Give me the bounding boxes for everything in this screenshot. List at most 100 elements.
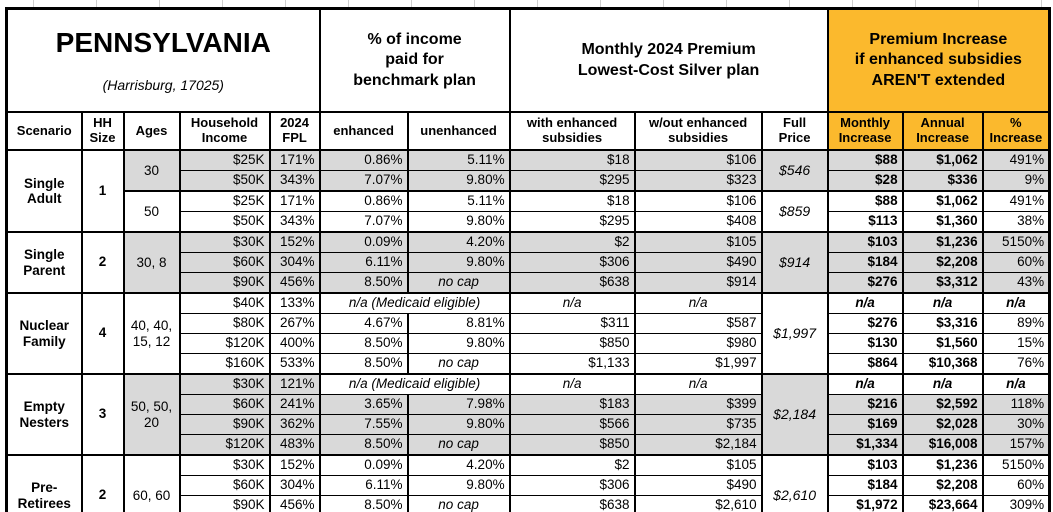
table-row: 50 $25K 171% 0.86% 5.11% $18 $106 $859 $88 $1,062… <box>7 190 1051 233</box>
income-cell: $60K <box>178 394 271 416</box>
monthly-increase-cell: $276 <box>826 272 904 294</box>
premium-with-subsidies-cell: $306 <box>508 475 636 497</box>
full-price-cell: $914 <box>760 231 829 294</box>
monthly-increase-cell: $113 <box>826 211 904 233</box>
state-name: PENNSYLVANIA <box>55 27 271 58</box>
premium-with-subsidies-cell: n/a <box>508 373 636 396</box>
pct-increase-cell: 118% <box>981 394 1051 416</box>
premium-with-subsidies-cell: $566 <box>508 414 636 436</box>
unenhanced-pct-cell: 9.80% <box>406 170 511 192</box>
income-cell: $40K <box>178 292 271 315</box>
column-header-pct: % Increase <box>981 111 1051 152</box>
column-header-fpl: 2024 FPL <box>268 111 321 152</box>
income-cell: $160K <box>178 353 271 375</box>
table-row: $50K 343% 7.07% 9.80% $295 $408 $113 $1,360 38% <box>7 211 1051 233</box>
full-price-cell: $2,184 <box>760 373 829 456</box>
premium-without-subsidies-cell: $980 <box>633 333 763 355</box>
title-row: PENNSYLVANIA (Harrisburg, 17025) % of in… <box>5 7 1051 114</box>
monthly-increase-cell: $103 <box>826 454 904 477</box>
table-row: Single Adult 1 30 $25K 171% 0.86% 5.11% $18 $106… <box>5 149 1051 233</box>
annual-increase-cell: n/a <box>901 292 984 315</box>
monthly-increase-cell: $276 <box>826 313 904 335</box>
ages-cell: 30, 8 <box>122 231 181 294</box>
table-row: $50K 343% 7.07% 9.80% $295 $323 $28 $336 9% <box>7 170 1051 192</box>
annual-increase-cell: $1,062 <box>901 149 984 172</box>
premium-with-subsidies-cell: $311 <box>508 313 636 335</box>
monthly-increase-cell: $130 <box>826 333 904 355</box>
hh-size-cell: 3 <box>80 373 125 456</box>
income-cell: $90K <box>178 414 271 436</box>
enhanced-pct-cell: 8.50% <box>318 353 409 375</box>
annual-increase-cell: $3,312 <box>901 272 984 294</box>
column-header-row: Scenario HH Size Ages Household Income 2024 … <box>5 111 1051 152</box>
premium-with-subsidies-cell: $2 <box>508 454 636 477</box>
spreadsheet-gridlines-top <box>0 0 1053 7</box>
column-header-full: Full Price <box>760 111 829 152</box>
unenhanced-pct-cell: 5.11% <box>406 190 511 213</box>
annual-increase-cell: $3,316 <box>901 313 984 335</box>
enhanced-pct-cell: 0.09% <box>318 454 409 477</box>
premium-without-subsidies-cell: $399 <box>633 394 763 416</box>
premium-without-subsidies-cell: n/a <box>633 292 763 315</box>
column-header-income: Household Income <box>178 111 271 152</box>
fpl-cell: 400% <box>268 333 321 355</box>
pct-increase-cell: 38% <box>981 211 1051 233</box>
monthly-increase-cell: $1,334 <box>826 434 904 456</box>
enhanced-pct-cell: 4.67% <box>318 313 409 335</box>
income-cell: $120K <box>178 434 271 456</box>
full-price-cell: $859 <box>760 190 829 233</box>
unenhanced-pct-cell: 9.80% <box>406 333 511 355</box>
unenhanced-pct-cell: 9.80% <box>406 252 511 274</box>
pct-increase-cell: 60% <box>981 475 1051 497</box>
unenhanced-pct-cell: 4.20% <box>406 454 511 477</box>
premium-without-subsidies-cell: $587 <box>633 313 763 335</box>
unenhanced-pct-cell: no cap <box>406 353 511 375</box>
premium-without-subsidies-cell: n/a <box>633 373 763 396</box>
table-row: $120K 400% 8.50% 9.80% $850 $980 $130 $1,560 15% <box>7 333 1051 355</box>
enhanced-pct-cell: 8.50% <box>318 434 409 456</box>
fpl-cell: 304% <box>268 252 321 274</box>
group-header-premium: Monthly 2024 Premium Lowest-Cost Silver … <box>508 7 829 114</box>
enhanced-pct-cell: 7.07% <box>318 170 409 192</box>
premium-without-subsidies-cell: $2,184 <box>633 434 763 456</box>
hh-size-cell: 2 <box>80 231 125 294</box>
pct-increase-cell: 60% <box>981 252 1051 274</box>
premium-comparison-table: PENNSYLVANIA (Harrisburg, 17025) % of in… <box>5 7 1052 512</box>
premium-with-subsidies-cell: $183 <box>508 394 636 416</box>
scenario-cell: Single Parent <box>5 231 83 294</box>
premium-with-subsidies-cell: $638 <box>508 495 636 512</box>
annual-increase-cell: $23,664 <box>901 495 984 512</box>
premium-without-subsidies-cell: $408 <box>633 211 763 233</box>
fpl-cell: 362% <box>268 414 321 436</box>
ages-cell: 40, 40, 15, 12 <box>122 292 181 375</box>
premium-without-subsidies-cell: $914 <box>633 272 763 294</box>
income-cell: $120K <box>178 333 271 355</box>
ages-cell: 30 <box>122 149 181 192</box>
monthly-increase-cell: $103 <box>826 231 904 254</box>
premium-with-subsidies-cell: $18 <box>508 190 636 213</box>
table-row: Empty Nesters 3 50, 50, 20 $30K 121% n/a (Med… <box>5 373 1051 456</box>
pct-increase-cell: 89% <box>981 313 1051 335</box>
enhanced-pct-cell: 7.07% <box>318 211 409 233</box>
premium-without-subsidies-cell: $735 <box>633 414 763 436</box>
income-cell: $25K <box>178 149 271 172</box>
full-price-cell: $2,610 <box>760 454 829 512</box>
enhanced-pct-cell: 0.86% <box>318 190 409 213</box>
premium-with-subsidies-cell: $295 <box>508 170 636 192</box>
pct-increase-cell: n/a <box>981 292 1051 315</box>
monthly-increase-cell: n/a <box>826 292 904 315</box>
premium-with-subsidies-cell: $18 <box>508 149 636 172</box>
income-cell: $60K <box>178 252 271 274</box>
pct-increase-cell: 9% <box>981 170 1051 192</box>
monthly-increase-cell: $169 <box>826 414 904 436</box>
monthly-increase-cell: n/a <box>826 373 904 396</box>
ages-cell: 60, 60 <box>122 454 181 512</box>
table-row: $60K 304% 6.11% 9.80% $306 $490 $184 $2,208 60% <box>7 252 1051 274</box>
column-header-ages: Ages <box>122 111 181 152</box>
unenhanced-pct-cell: no cap <box>406 434 511 456</box>
income-cell: $30K <box>178 373 271 396</box>
premium-with-subsidies-cell: $295 <box>508 211 636 233</box>
fpl-cell: 343% <box>268 170 321 192</box>
unenhanced-pct-cell: 8.81% <box>406 313 511 335</box>
state-title-cell: PENNSYLVANIA (Harrisburg, 17025) <box>5 7 321 114</box>
